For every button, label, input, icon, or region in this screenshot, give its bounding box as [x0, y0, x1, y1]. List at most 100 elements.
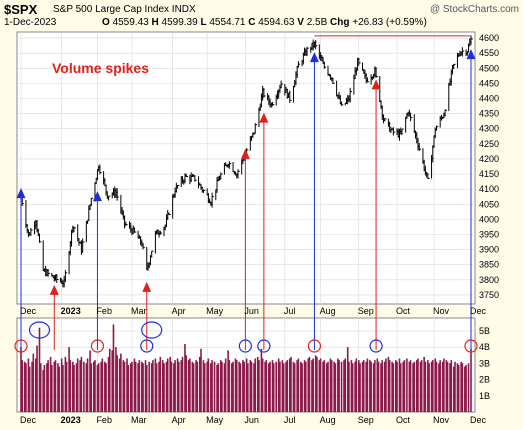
month-label: Dec — [20, 306, 37, 316]
volume-bar — [254, 358, 257, 412]
volume-bar — [123, 361, 126, 412]
volume-bar — [65, 361, 68, 412]
volume-bar — [242, 360, 244, 412]
watermark: @ StockCharts.com — [429, 4, 519, 15]
volume-bar — [86, 358, 89, 412]
spike-arrow-head — [92, 191, 102, 202]
volume-bar — [343, 360, 345, 412]
volume-bar — [200, 348, 202, 412]
volume-spikes-annotation: Volume spikes — [52, 60, 149, 76]
volume-bar — [351, 363, 354, 412]
volume-month-label: Nov — [433, 415, 450, 425]
month-label: Oct — [396, 306, 411, 316]
index-name-text: S&P 500 Large Cap Index — [53, 4, 170, 15]
volume-bar — [76, 358, 79, 412]
price-tick-label: 4250 — [479, 139, 499, 149]
volume-bar — [381, 360, 384, 412]
volume-bar — [355, 358, 358, 412]
volume-bar — [446, 361, 449, 412]
volume-bar — [366, 358, 369, 412]
price-tick-label: 3950 — [479, 229, 499, 239]
volume-bar — [224, 358, 227, 412]
volume-bar — [271, 360, 274, 412]
spike-circle-marker — [14, 339, 28, 353]
volume-bar — [308, 356, 311, 412]
month-label: Jul — [284, 306, 296, 316]
volume-bar — [150, 363, 153, 412]
volume-bar — [388, 360, 391, 412]
volume-bar — [396, 361, 398, 412]
volume-bar — [445, 360, 448, 412]
volume-bar — [178, 361, 180, 412]
volume-bar — [79, 360, 81, 412]
volume-bar — [427, 360, 429, 412]
volume-bar — [460, 361, 462, 412]
price-tick-label: 3900 — [479, 245, 499, 255]
volume-bar — [450, 360, 453, 412]
volume-bar — [60, 358, 63, 412]
volume-bar — [424, 361, 427, 412]
volume-bar — [116, 355, 118, 412]
volume-bar — [307, 358, 310, 412]
spike-arrow-head — [371, 79, 381, 90]
volume-bar — [430, 361, 433, 412]
volume-bar — [97, 363, 100, 412]
volume-bar — [180, 360, 183, 412]
volume-bar — [292, 361, 295, 412]
price-tick-label: 4100 — [479, 184, 499, 194]
volume-month-label: 2023 — [61, 415, 81, 425]
volume-bar — [344, 358, 347, 412]
volume-bar — [36, 345, 38, 412]
volume-bar — [311, 360, 313, 412]
volume-bar — [43, 365, 46, 412]
price-tick-label: 4150 — [479, 169, 499, 179]
volume-bar — [376, 358, 379, 412]
volume-month-label: Feb — [96, 415, 112, 425]
volume-bar — [247, 363, 249, 412]
volume-bar — [399, 363, 402, 412]
change-label: Chg — [330, 17, 350, 28]
spike-arrow-head — [49, 284, 59, 295]
volume-bar — [293, 363, 296, 412]
volume-bar — [166, 358, 169, 412]
month-label: Apr — [172, 306, 186, 316]
volume-bar — [239, 363, 242, 412]
volume-bar — [227, 350, 229, 412]
volume-bar — [228, 360, 231, 412]
volume-bar — [392, 363, 395, 412]
volume-bar — [210, 363, 212, 412]
volume-bar — [431, 360, 434, 412]
volume-bar — [115, 347, 117, 412]
volume-bar — [470, 348, 472, 412]
volume-bar — [443, 358, 445, 412]
volume-bar — [176, 358, 179, 412]
symbol-label: $SPX — [4, 2, 38, 17]
volume-bar — [83, 361, 85, 412]
volume-bar — [47, 360, 49, 412]
volume-bar — [134, 361, 137, 412]
volume-bar — [68, 347, 70, 412]
volume-label: V — [297, 17, 304, 28]
volume-bar — [104, 361, 106, 412]
volume-bar — [256, 356, 259, 412]
month-label: Dec — [470, 306, 487, 316]
spike-circle-marker — [141, 321, 163, 339]
volume-bar — [333, 361, 335, 412]
volume-bar — [133, 358, 136, 412]
volume-bar — [279, 361, 281, 412]
volume-bar — [38, 327, 41, 412]
spike-circle-marker — [140, 339, 154, 353]
volume-bar — [435, 361, 438, 412]
volume-bar — [277, 358, 280, 412]
volume-bar — [185, 355, 188, 412]
volume-bar — [101, 358, 104, 412]
volume-bar — [216, 365, 218, 412]
month-label: Jun — [244, 306, 259, 316]
volume-bar — [297, 358, 300, 412]
spike-circle-marker — [307, 339, 322, 353]
close-label: C — [248, 17, 256, 28]
volume-bar — [428, 363, 430, 412]
volume-bar — [391, 361, 393, 412]
volume-bar — [316, 356, 318, 412]
